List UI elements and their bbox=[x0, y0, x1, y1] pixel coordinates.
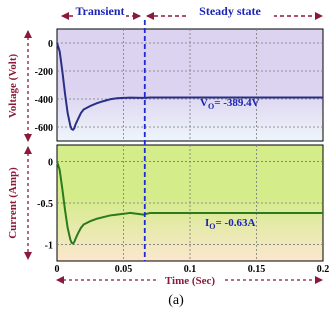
current-x-tick-label: 0.15 bbox=[248, 264, 266, 275]
figure-caption: (a) bbox=[168, 293, 184, 308]
current-annotation-subscript: O bbox=[209, 222, 215, 231]
voltage-y-ticks: 0 -200 -400 -600 bbox=[35, 39, 53, 134]
voltage-y-tick-label: 0 bbox=[48, 39, 53, 50]
voltage-panel: 0 -200 -400 -600 Voltage (Volt) VO= -389.4V bbox=[7, 28, 324, 142]
current-y-tick-label: -0.5 bbox=[37, 199, 53, 210]
voltage-annotation-symbol: V bbox=[200, 97, 208, 109]
voltage-annotation-value: = -389.4V bbox=[214, 97, 259, 109]
voltage-y-tick-label: -400 bbox=[35, 95, 53, 106]
time-axis-label: Time (Sec) bbox=[165, 275, 216, 287]
current-x-tick-label: 0.05 bbox=[115, 264, 133, 275]
current-annotation-symbol: I bbox=[205, 217, 209, 229]
transient-label: Transient bbox=[75, 4, 124, 18]
current-x-ticks: 0 0.05 0.1 0.15 0.2 bbox=[55, 264, 329, 275]
current-y-axis-label: Current (Amp) bbox=[7, 167, 19, 239]
phase-annotations: Transient Steady state bbox=[61, 4, 323, 20]
current-y-tick-label: -1 bbox=[45, 240, 53, 251]
current-x-tick-label: 0.1 bbox=[184, 264, 197, 275]
voltage-gridlines bbox=[57, 29, 323, 141]
current-x-tick-label: 0.2 bbox=[317, 264, 329, 275]
voltage-y-tick-label: -600 bbox=[35, 123, 53, 134]
current-panel: 0 -0.5 -1 0 0.05 0.1 0.15 0.2 Current (Amp) IO… bbox=[7, 144, 329, 275]
steady-state-label: Steady state bbox=[199, 4, 261, 18]
current-gridlines bbox=[57, 145, 323, 261]
voltage-value-annotation: VO= -389.4V bbox=[200, 97, 260, 111]
voltage-series-line bbox=[56, 42, 323, 132]
voltage-y-tick-label: -200 bbox=[35, 67, 53, 78]
current-y-ticks: 0 -0.5 -1 bbox=[37, 158, 53, 252]
current-value-annotation: IO= -0.63A bbox=[205, 217, 255, 231]
voltage-y-axis-label: Voltage (Volt) bbox=[7, 54, 19, 119]
current-annotation-value: = -0.63A bbox=[216, 217, 256, 229]
current-series-line bbox=[56, 161, 323, 245]
current-x-tick-label: 0 bbox=[55, 264, 60, 275]
voltage-annotation-subscript: O bbox=[208, 102, 214, 111]
current-y-tick-label: 0 bbox=[48, 158, 53, 169]
